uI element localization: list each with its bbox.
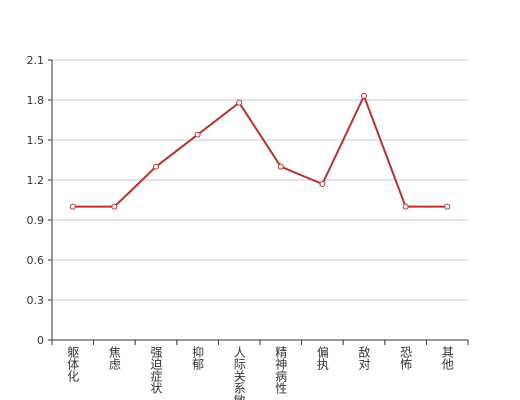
y-tick-label: 2.1 <box>27 54 45 67</box>
point <box>361 93 367 99</box>
line <box>72 93 448 208</box>
point <box>277 163 284 170</box>
point <box>69 203 76 210</box>
x-tick-label: 强迫症状 <box>149 346 163 394</box>
y-tick-label: 0.6 <box>27 254 45 267</box>
y-tick-label: 0.9 <box>27 214 45 227</box>
y-tick-label: 1.8 <box>27 94 45 107</box>
x-tick-label: 其他 <box>440 346 454 370</box>
y-tick-label: 0 <box>37 334 44 347</box>
point <box>444 203 451 210</box>
x-tick-label: 焦虑 <box>107 346 121 370</box>
x-tick-label: 人际关系敏感 <box>232 346 246 400</box>
y-tick-label: 1.5 <box>27 134 45 147</box>
point <box>194 131 201 138</box>
point <box>319 181 326 187</box>
x-tick-label: 躯体化 <box>66 345 80 383</box>
x-tick-label: 抑郁 <box>191 345 205 371</box>
x-tick-label: 恐怖 <box>399 346 413 370</box>
x-tick-label: 精神病性 <box>274 346 288 395</box>
x-tick-label: 偏执 <box>315 345 329 371</box>
point <box>111 203 118 210</box>
x-tick-label: 敌对 <box>357 345 371 370</box>
y-tick-label: 1.2 <box>27 174 45 187</box>
point <box>402 203 409 210</box>
y-tick-label: 0.3 <box>27 294 45 307</box>
point <box>236 99 243 106</box>
point <box>153 163 159 170</box>
